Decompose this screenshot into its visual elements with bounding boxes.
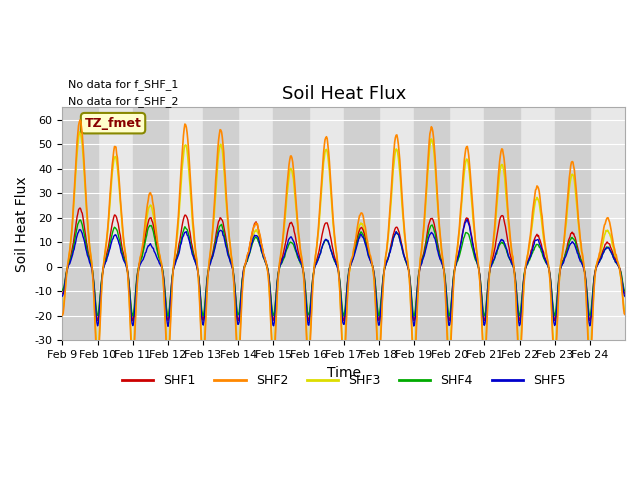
Title: Soil Heat Flux: Soil Heat Flux (282, 85, 406, 103)
Bar (344, 108, 379, 340)
Text: TZ_fmet: TZ_fmet (84, 117, 141, 130)
Text: No data for f_SHF_1: No data for f_SHF_1 (68, 79, 179, 90)
Bar (132, 108, 168, 340)
Legend: SHF1, SHF2, SHF3, SHF4, SHF5: SHF1, SHF2, SHF3, SHF4, SHF5 (117, 370, 570, 393)
Text: No data for f_SHF_2: No data for f_SHF_2 (68, 96, 179, 107)
Y-axis label: Soil Heat Flux: Soil Heat Flux (15, 176, 29, 272)
Bar (203, 108, 238, 340)
X-axis label: Time: Time (326, 366, 361, 380)
Bar (555, 108, 590, 340)
Bar (414, 108, 449, 340)
Bar (63, 108, 97, 340)
Bar (273, 108, 308, 340)
Bar (484, 108, 520, 340)
